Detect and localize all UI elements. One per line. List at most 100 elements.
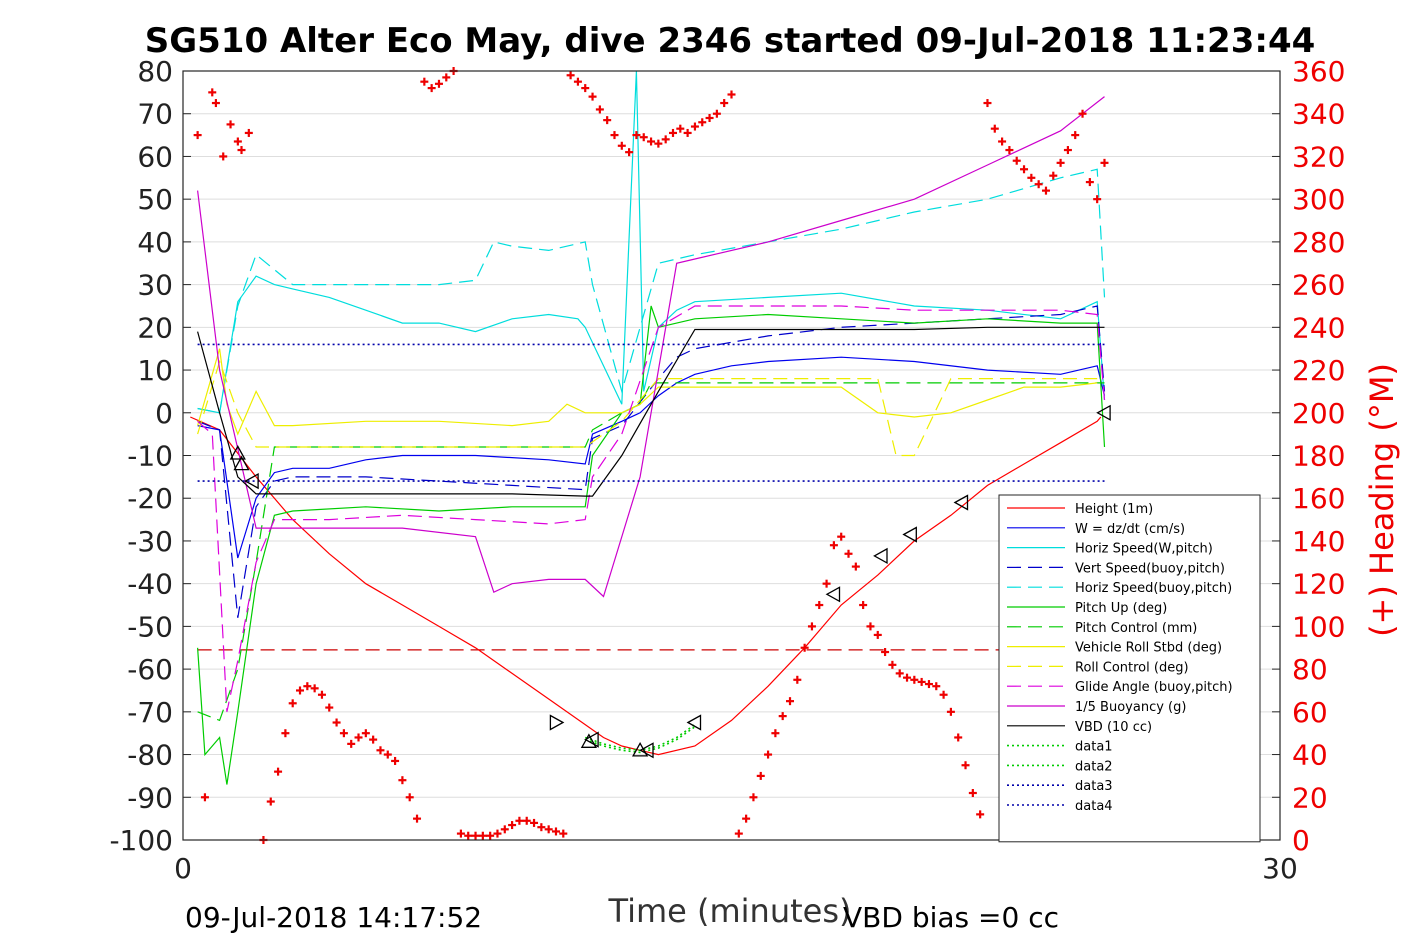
legend-label: Glide Angle (buoy,pitch) — [1075, 680, 1233, 695]
tick-label-right: 260 — [1292, 269, 1345, 302]
heading-point — [581, 84, 590, 93]
heading-point — [493, 829, 502, 838]
tick-label-left: -10 — [127, 440, 173, 473]
heading-point — [471, 831, 480, 840]
triangle-marker — [229, 445, 246, 460]
heading-point — [573, 77, 582, 86]
triangle-marker — [580, 733, 598, 748]
x-axis-label: Time (minutes) — [608, 892, 852, 930]
tick-label-right: 180 — [1292, 440, 1345, 473]
heading-point — [786, 697, 795, 706]
series-line-8 — [197, 359, 1098, 457]
heading-point — [910, 675, 919, 684]
series-line-5 — [197, 305, 1106, 785]
tick-label-left: -70 — [127, 696, 173, 729]
heading-point — [903, 673, 912, 682]
heading-point — [376, 746, 385, 755]
heading-point — [1056, 158, 1065, 167]
legend-label: Pitch Control (mm) — [1075, 621, 1197, 636]
heading-point — [800, 643, 809, 652]
heading-point — [807, 622, 816, 631]
heading-point — [442, 73, 451, 82]
triangle-marker — [549, 714, 565, 731]
heading-point — [968, 789, 977, 798]
tick-label-left: -100 — [109, 824, 173, 857]
heading-point — [603, 116, 612, 125]
heading-point — [712, 109, 721, 118]
legend-label: Height (1m) — [1075, 502, 1153, 517]
heading-point — [413, 814, 422, 823]
heading-point — [1012, 156, 1021, 165]
tick-label-left: 10 — [137, 354, 173, 387]
heading-point — [208, 88, 217, 97]
legend-label: Horiz Speed(buoy,pitch) — [1075, 581, 1232, 596]
heading-point — [866, 622, 875, 631]
heading-point — [983, 99, 992, 108]
tick-label-left: -20 — [127, 482, 173, 515]
footer-timestamp: 09-Jul-2018 14:17:52 — [185, 901, 482, 934]
heading-point — [998, 137, 1007, 146]
series-line-13 — [584, 726, 696, 754]
heading-point — [705, 113, 714, 122]
heading-point — [720, 99, 729, 108]
series-line-11 — [197, 326, 1105, 497]
heading-point — [1093, 195, 1102, 204]
series-line-1 — [197, 356, 1106, 559]
heading-point — [1020, 165, 1029, 174]
legend-label: data3 — [1075, 779, 1113, 794]
heading-point — [749, 793, 758, 802]
heading-point — [486, 831, 495, 840]
tick-label-right: 320 — [1292, 140, 1345, 173]
heading-point — [654, 139, 663, 148]
tick-label-left: 0 — [155, 397, 173, 430]
legend-label: 1/5 Buoyancy (g) — [1075, 700, 1186, 715]
heading-point — [844, 549, 853, 558]
legend-label: Vehicle Roll Stbd (deg) — [1075, 641, 1222, 656]
heading-point — [924, 680, 933, 689]
heading-point — [895, 669, 904, 678]
tick-label-right: 80 — [1292, 653, 1328, 686]
heading-point — [296, 686, 305, 695]
tick-label-left: 60 — [137, 140, 173, 173]
heading-point — [698, 118, 707, 127]
heading-point — [317, 690, 326, 699]
series-line-4 — [197, 168, 1106, 414]
heading-point — [742, 814, 751, 823]
heading-point — [829, 541, 838, 550]
heading-point — [332, 718, 341, 727]
triangle-marker — [686, 714, 702, 731]
heading-point — [683, 128, 692, 137]
heading-point — [391, 756, 400, 765]
heading-point — [1063, 146, 1072, 155]
tick-label-right: 100 — [1292, 610, 1345, 643]
heading-point — [771, 729, 780, 738]
heading-point — [1085, 178, 1094, 187]
triangle-marker — [233, 455, 250, 471]
series-line-6 — [197, 382, 1105, 722]
tick-label-right: 200 — [1292, 397, 1345, 430]
tick-label-left: -60 — [127, 653, 173, 686]
heading-point — [888, 660, 897, 669]
heading-point — [917, 677, 926, 686]
triangle-marker — [244, 472, 259, 490]
tick-label-right: 20 — [1292, 781, 1328, 814]
footer-vbd-bias: VBD bias =0 cc — [843, 901, 1059, 934]
tick-label-right: 120 — [1292, 568, 1345, 601]
heading-point — [756, 771, 765, 780]
heading-point — [837, 532, 846, 541]
heading-point — [676, 124, 685, 133]
heading-point — [764, 750, 773, 759]
heading-point — [434, 79, 443, 88]
heading-point — [727, 90, 736, 99]
heading-point — [610, 131, 619, 140]
heading-point — [954, 733, 963, 742]
triangle-marker — [953, 494, 969, 511]
heading-point — [1034, 180, 1043, 189]
heading-point — [537, 823, 546, 832]
heading-point — [456, 829, 465, 838]
tick-label-right: 300 — [1292, 183, 1345, 216]
axis-ticks: 80706050403020100-10-20-30-40-50-60-70-8… — [109, 55, 1345, 885]
tick-label-x: 0 — [174, 852, 192, 885]
triangle-marker — [1096, 404, 1111, 421]
tick-label-x: 30 — [1262, 852, 1298, 885]
